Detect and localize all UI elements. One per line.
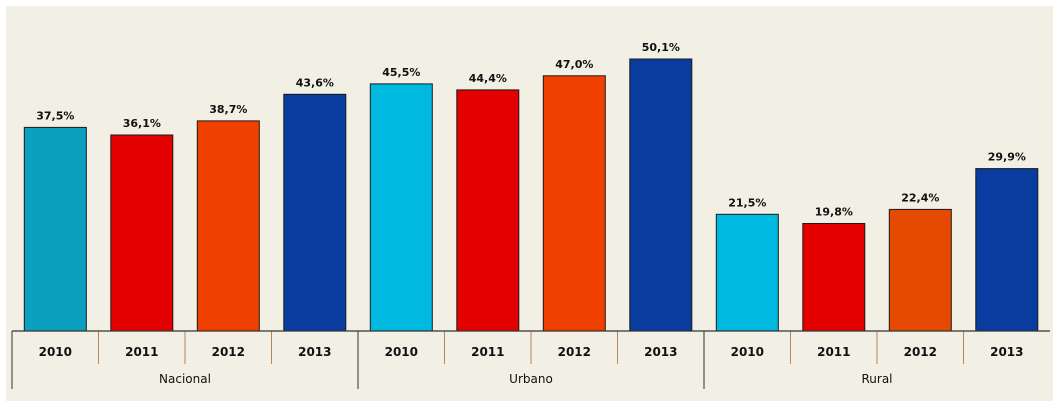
data-label-nacional-2010: 37,5% [36,109,74,122]
data-label-urbano-2011: 44,4% [469,72,507,85]
group-label-rural: Rural [861,372,892,386]
bar-urbano-2011 [456,89,520,332]
bar-urbano-2012 [542,75,606,332]
data-label-nacional-2013: 43,6% [296,76,334,89]
data-label-rural-2012: 22,4% [901,191,939,204]
data-label-urbano-2012: 47,0% [555,58,593,71]
bar-nacional-2013 [283,93,347,332]
bar-nacional-2012 [196,120,260,332]
bar-rural-2010 [715,213,779,332]
data-label-rural-2010: 21,5% [728,196,766,209]
bar-rural-2012 [888,208,952,332]
group-label-nacional: Nacional [159,372,211,386]
bar-urbano-2010 [369,83,433,332]
tick-label-nacional-2012: 2012 [212,345,245,359]
data-label-nacional-2011: 36,1% [123,117,161,130]
tick-label-nacional-2010: 2010 [39,345,72,359]
bar-nacional-2010 [23,126,87,332]
tick-label-nacional-2013: 2013 [298,345,331,359]
bar-nacional-2011 [110,134,174,332]
tick-label-rural-2010: 2010 [731,345,764,359]
tick-label-nacional-2011: 2011 [125,345,158,359]
data-label-rural-2011: 19,8% [815,206,853,219]
bar-urbano-2013 [629,58,693,332]
tick-label-rural-2011: 2011 [817,345,850,359]
data-label-urbano-2010: 45,5% [382,66,420,79]
chart-panel: 37,5% 2010 36,1% 2011 38,7% 2012 43,6% 2013 Naci… [6,6,1053,401]
tick-label-urbano-2010: 2010 [385,345,418,359]
data-label-nacional-2012: 38,7% [209,103,247,116]
tick-label-rural-2012: 2012 [904,345,937,359]
bar-rural-2011 [802,223,866,332]
tick-label-rural-2013: 2013 [990,345,1023,359]
tick-label-urbano-2013: 2013 [644,345,677,359]
bar-chart: 37,5% 2010 36,1% 2011 38,7% 2012 43,6% 2013 Naci… [11,41,1050,389]
tick-label-urbano-2012: 2012 [558,345,591,359]
data-label-urbano-2013: 50,1% [642,41,680,54]
bar-rural-2013 [975,168,1039,332]
tick-label-urbano-2011: 2011 [471,345,504,359]
data-label-rural-2013: 29,9% [988,151,1026,164]
group-label-urbano: Urbano [509,372,553,386]
